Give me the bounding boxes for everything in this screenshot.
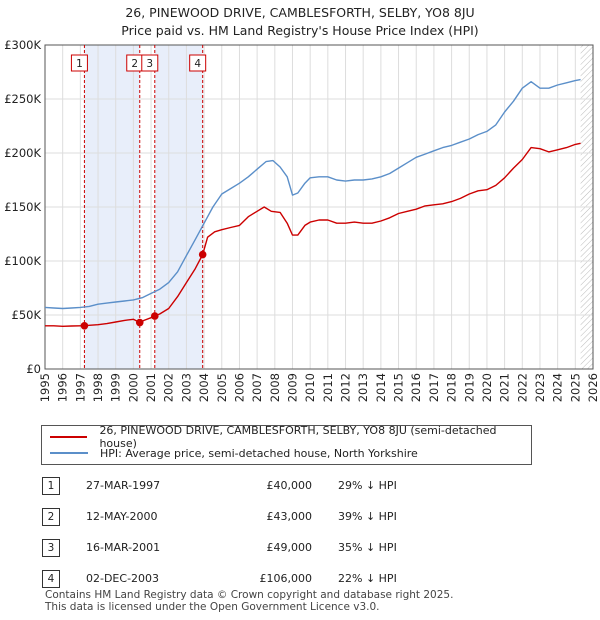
sale-marker-label: 4: [194, 58, 201, 70]
sale-number-badge: 2: [42, 507, 60, 526]
footer-copyright: Contains HM Land Registry data © Crown c…: [45, 589, 454, 601]
sale-marker-label: 2: [131, 58, 138, 70]
x-tick-label: 2025: [568, 373, 582, 402]
sale-hpi-diff: 39% ↓ HPI: [338, 510, 397, 523]
x-tick-label: 2014: [374, 373, 388, 402]
sale-hpi-diff: 22% ↓ HPI: [338, 572, 397, 585]
x-tick-label: 2010: [303, 373, 317, 402]
sale-price: £40,000: [266, 479, 313, 492]
sale-marker-box: [141, 54, 159, 72]
x-tick-label: 1998: [91, 373, 105, 402]
sale-marker-label: 3: [146, 58, 153, 70]
table-row: 2 12-MAY-2000 £43,000 39% ↓ HPI: [42, 501, 448, 532]
sale-point: [80, 322, 89, 330]
x-tick-label: 2015: [392, 373, 406, 402]
x-tick-label: 2002: [162, 373, 176, 402]
sale-number-badge: 4: [42, 569, 60, 588]
property-price-line: [45, 142, 581, 327]
legend-item-property: 26, PINEWOOD DRIVE, CAMBLESFORTH, SELBY,…: [50, 424, 531, 450]
hpi-line: [44, 78, 581, 310]
sale-point: [198, 250, 207, 259]
sale-price: £106,000: [259, 572, 313, 585]
sale-price: £43,000: [266, 510, 313, 523]
x-tick-label: 2026: [586, 373, 600, 402]
x-tick-label: 2000: [126, 373, 140, 402]
sale-number-badge: 1: [42, 476, 60, 495]
legend-label-hpi: HPI: Average price, semi-detached house,…: [100, 446, 418, 460]
sale-date: 27-MAR-1997: [86, 479, 161, 492]
chart-title: 26, PINEWOOD DRIVE, CAMBLESFORTH, SELBY,…: [125, 5, 475, 20]
y-tick-label: £0: [26, 362, 41, 376]
x-tick-label: 2004: [197, 373, 211, 402]
sale-hpi-diff: 35% ↓ HPI: [338, 541, 397, 554]
y-tick-label: £100K: [4, 254, 41, 268]
sale-price: £49,000: [266, 541, 313, 554]
y-tick-label: £150K: [4, 200, 41, 214]
sale-marker-box: [70, 54, 88, 72]
sale-date: 16-MAR-2001: [86, 541, 161, 554]
x-tick-label: 2013: [356, 373, 370, 402]
sale-point: [135, 318, 144, 327]
x-tick-label: 2022: [515, 373, 529, 402]
legend-label-property: 26, PINEWOOD DRIVE, CAMBLESFORTH, SELBY,…: [99, 424, 497, 450]
plot-frame: [44, 44, 594, 370]
x-tick-label: 2018: [445, 373, 459, 402]
x-tick-label: 2024: [551, 373, 565, 402]
y-tick-label: £200K: [4, 146, 41, 160]
y-tick-label: £300K: [4, 38, 41, 52]
x-tick-label: 2017: [427, 373, 441, 402]
chart-subtitle: Price paid vs. HM Land Registry's House …: [121, 23, 479, 38]
x-tick-label: 2016: [409, 373, 423, 402]
y-tick-label: £50K: [12, 308, 42, 322]
y-tick-label: £250K: [4, 92, 41, 106]
table-row: 4 02-DEC-2003 £106,000 22% ↓ HPI: [42, 563, 448, 594]
table-row: 3 16-MAR-2001 £49,000 35% ↓ HPI: [42, 532, 448, 563]
x-tick-label: 2005: [215, 373, 229, 402]
footer: Contains HM Land Registry data © Crown c…: [45, 589, 453, 613]
sale-marker-label: 1: [76, 58, 83, 70]
legend-swatch-hpi: [50, 452, 88, 454]
sale-marker-box: [189, 54, 207, 72]
x-tick-label: 2003: [179, 373, 193, 402]
footer-license: This data is licensed under the Open Gov…: [45, 601, 380, 613]
sale-date: 02-DEC-2003: [86, 572, 160, 585]
x-tick-label: 2008: [268, 373, 282, 402]
x-tick-label: 2009: [285, 373, 299, 402]
x-tick-label: 2007: [250, 373, 264, 402]
x-tick-label: 1995: [38, 373, 52, 402]
x-tick-label: 1997: [73, 373, 87, 402]
sales-table: 1 27-MAR-1997 £40,000 29% ↓ HPI 2 12-MAY…: [42, 470, 448, 594]
sale-point: [150, 312, 159, 320]
legend-swatch-property: [50, 436, 88, 438]
x-tick-label: 1999: [109, 373, 123, 402]
legend: 26, PINEWOOD DRIVE, CAMBLESFORTH, SELBY,…: [41, 424, 532, 465]
x-tick-label: 2006: [232, 373, 246, 402]
x-tick-label: 2012: [339, 373, 353, 402]
table-row: 1 27-MAR-1997 £40,000 29% ↓ HPI: [42, 470, 448, 501]
sale-hpi-diff: 29% ↓ HPI: [338, 479, 397, 492]
x-tick-label: 2019: [462, 373, 476, 402]
x-tick-label: 2001: [144, 373, 158, 402]
x-tick-label: 1996: [56, 373, 70, 402]
x-tick-label: 2021: [498, 373, 512, 402]
x-tick-label: 2023: [533, 373, 547, 402]
x-tick-label: 2020: [480, 373, 494, 402]
legend-item-hpi: HPI: Average price, semi-detached house,…: [50, 445, 418, 461]
sale-date: 12-MAY-2000: [86, 510, 158, 523]
sale-number-badge: 3: [42, 538, 60, 557]
x-tick-label: 2011: [321, 373, 335, 402]
